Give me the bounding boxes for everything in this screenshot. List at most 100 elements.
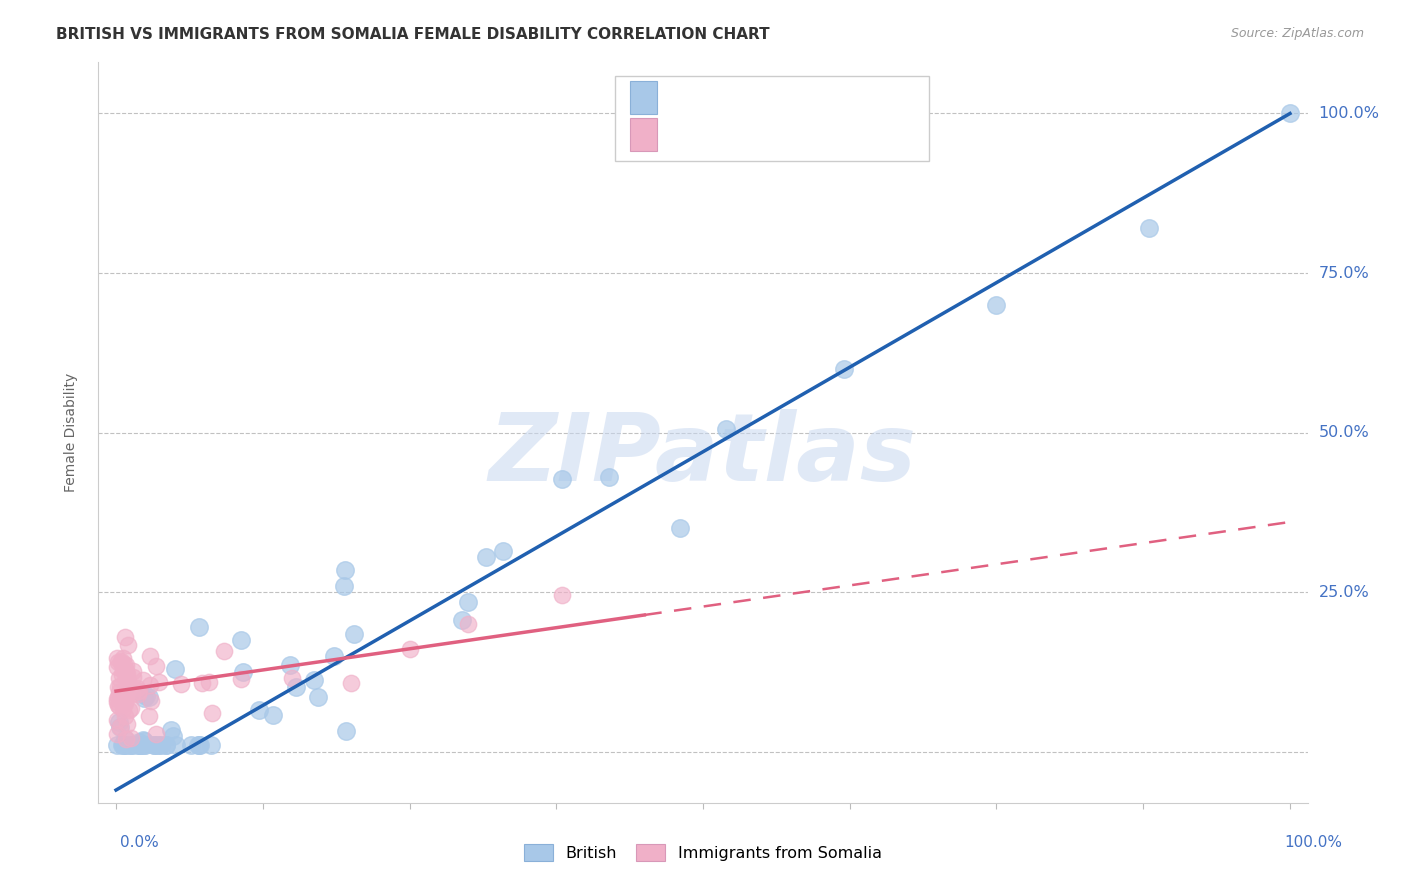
Point <box>122 664 145 678</box>
Point <box>121 687 143 701</box>
Point <box>110 654 132 668</box>
Point <box>114 696 136 710</box>
Point <box>188 739 211 753</box>
Point <box>114 662 136 676</box>
Text: ZIPatlas: ZIPatlas <box>489 409 917 500</box>
Text: 0.0%: 0.0% <box>120 836 159 850</box>
Point <box>832 362 855 376</box>
Point <box>135 689 157 703</box>
Point <box>232 665 254 680</box>
Point <box>668 521 690 535</box>
Point <box>598 470 620 484</box>
Point <box>118 703 141 717</box>
Text: Source: ZipAtlas.com: Source: ZipAtlas.com <box>1230 27 1364 40</box>
Text: BRITISH VS IMMIGRANTS FROM SOMALIA FEMALE DISABILITY CORRELATION CHART: BRITISH VS IMMIGRANTS FROM SOMALIA FEMAL… <box>56 27 770 42</box>
Point <box>115 657 138 672</box>
Point <box>201 706 224 720</box>
Text: R = 0.356   N = 73: R = 0.356 N = 73 <box>671 126 841 144</box>
Point <box>333 579 356 593</box>
Point <box>111 688 134 702</box>
Point <box>148 675 170 690</box>
Point <box>107 698 129 713</box>
Point <box>492 544 515 558</box>
Point <box>129 739 152 753</box>
Point <box>114 691 136 706</box>
Point <box>122 671 145 685</box>
Point <box>120 739 142 753</box>
Point <box>105 695 128 709</box>
Point <box>108 685 131 699</box>
Point <box>139 649 162 664</box>
Point <box>138 690 160 705</box>
Point <box>149 739 172 753</box>
Point <box>128 735 150 749</box>
Text: 100.0%: 100.0% <box>1285 836 1343 850</box>
Point <box>105 660 128 674</box>
Point <box>188 739 211 753</box>
FancyBboxPatch shape <box>630 81 657 114</box>
Point <box>551 472 574 486</box>
Point <box>188 619 211 633</box>
Point <box>551 588 574 602</box>
Point <box>170 677 193 691</box>
Point <box>122 739 145 753</box>
Point <box>198 675 221 690</box>
Point <box>111 692 134 706</box>
Point <box>128 739 150 753</box>
Point <box>187 739 209 753</box>
Point <box>155 739 177 753</box>
Point <box>138 709 160 723</box>
Point <box>141 694 163 708</box>
Point <box>323 649 346 664</box>
Point <box>120 739 142 753</box>
Point <box>117 716 139 731</box>
Point <box>110 720 132 734</box>
Point <box>108 672 131 686</box>
Legend: British, Immigrants from Somalia: British, Immigrants from Somalia <box>516 837 890 869</box>
Point <box>114 665 136 679</box>
Point <box>114 666 136 681</box>
Point <box>247 703 270 717</box>
Point <box>1278 106 1301 120</box>
FancyBboxPatch shape <box>614 76 929 161</box>
Point <box>160 723 183 738</box>
Point <box>114 739 136 753</box>
Point <box>107 655 129 669</box>
Point <box>132 690 155 705</box>
Point <box>112 739 135 753</box>
Point <box>474 549 496 564</box>
Point <box>117 675 139 690</box>
Point <box>105 727 128 741</box>
Point <box>132 733 155 747</box>
Point <box>112 696 135 710</box>
Point <box>333 563 356 577</box>
Point <box>231 672 253 686</box>
Point <box>180 739 202 753</box>
Point <box>115 731 138 746</box>
Point <box>110 656 132 670</box>
Point <box>107 690 129 705</box>
Point <box>108 698 131 713</box>
Point <box>114 630 136 644</box>
Point <box>145 727 167 741</box>
Text: 100.0%: 100.0% <box>1319 106 1379 121</box>
Point <box>134 739 156 753</box>
Point <box>111 650 134 665</box>
Point <box>111 668 134 682</box>
Point <box>284 680 307 694</box>
Text: 50.0%: 50.0% <box>1319 425 1369 440</box>
Point <box>105 651 128 665</box>
Point <box>117 674 139 689</box>
Point <box>191 676 214 690</box>
FancyBboxPatch shape <box>630 118 657 152</box>
Point <box>120 731 142 745</box>
Point <box>111 663 134 677</box>
Point <box>115 687 138 701</box>
Point <box>162 729 184 743</box>
Point <box>115 673 138 687</box>
Point <box>108 715 131 730</box>
Point <box>155 739 177 753</box>
Point <box>281 671 304 685</box>
Point <box>107 739 129 753</box>
Point <box>231 632 253 647</box>
